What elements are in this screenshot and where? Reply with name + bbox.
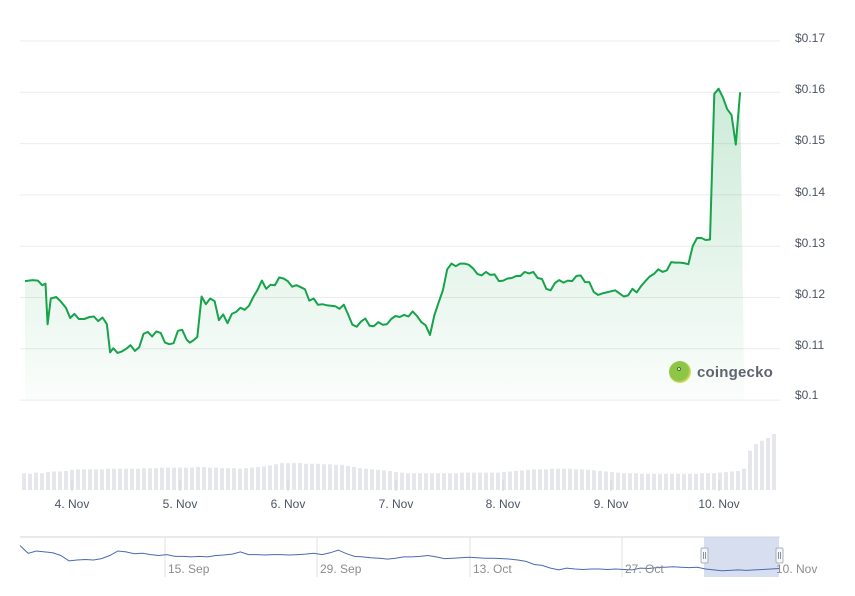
- navigator-label: 15. Sep: [168, 562, 210, 576]
- navigator-label: 29. Sep: [320, 562, 362, 576]
- navigator-handle-left[interactable]: [700, 547, 709, 564]
- navigator-line: [19, 545, 780, 572]
- navigator-label: 27. Oct: [625, 562, 664, 576]
- x-axis-ticks: [71, 480, 720, 491]
- x-axis-label: 5. Nov: [162, 497, 198, 511]
- navigator[interactable]: [19, 536, 784, 577]
- gecko-logo-icon: [669, 361, 691, 383]
- y-axis-label: $0.1: [795, 388, 819, 402]
- navigator-selection[interactable]: [704, 537, 779, 577]
- coingecko-watermark: coingecko: [669, 361, 773, 383]
- x-axis-label: 7. Nov: [378, 497, 414, 511]
- navigator-handle-right[interactable]: [775, 547, 784, 564]
- x-axis-label: 4. Nov: [54, 497, 90, 511]
- x-axis-label: 10. Nov: [698, 497, 740, 511]
- y-axis-label: $0.11: [795, 338, 825, 352]
- y-axis-label: $0.13: [795, 236, 826, 250]
- x-axis-label: 9. Nov: [593, 497, 629, 511]
- x-axis-label: 8. Nov: [485, 497, 521, 511]
- y-axis-label: $0.16: [795, 82, 826, 96]
- y-axis-label: $0.17: [795, 31, 826, 45]
- navigator-label: 10. Nov: [776, 562, 818, 576]
- y-axis-label: $0.14: [795, 185, 826, 199]
- navigator-label: 13. Oct: [473, 562, 512, 576]
- volume-bars: [22, 434, 776, 490]
- x-axis-label: 6. Nov: [270, 497, 306, 511]
- price-line[interactable]: [24, 87, 742, 354]
- brand-name: coingecko: [697, 363, 773, 381]
- price-area-fill: [25, 88, 745, 400]
- y-axis-label: $0.12: [795, 287, 826, 301]
- y-axis-label: $0.15: [795, 133, 826, 147]
